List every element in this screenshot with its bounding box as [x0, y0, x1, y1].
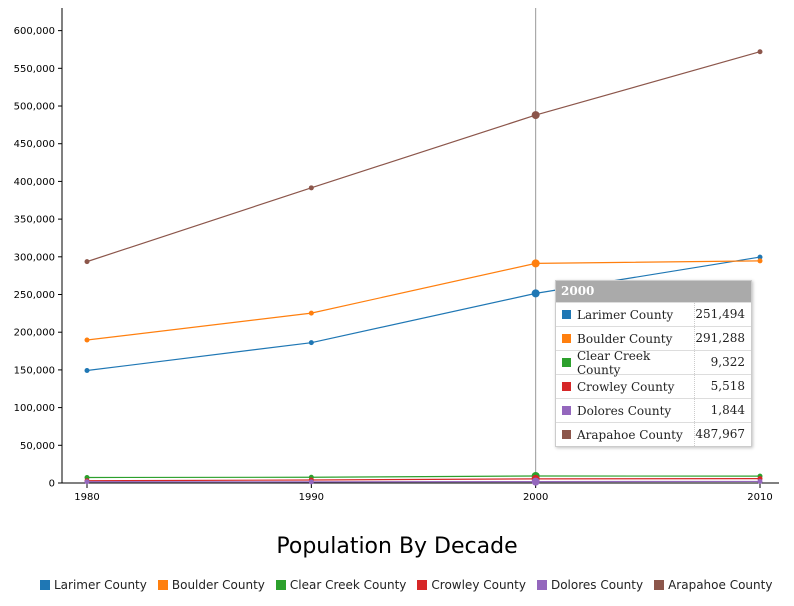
data-point [308, 310, 314, 316]
data-point [757, 254, 763, 260]
tooltip-swatch [562, 430, 571, 439]
tooltip-swatch [562, 406, 571, 415]
legend-item[interactable]: Clear Creek County [275, 578, 407, 592]
tooltip-series-name: Clear Creek County [577, 348, 651, 377]
legend-item[interactable]: Larimer County [40, 578, 147, 592]
legend-label: Dolores County [550, 578, 644, 592]
tooltip-row: Crowley County 5,518 [556, 374, 751, 398]
y-tick-label: 300,000 [14, 252, 55, 263]
legend: Larimer County Boulder County Clear Creek … [40, 578, 783, 592]
data-point [531, 111, 540, 120]
data-point [84, 259, 90, 265]
y-tick-label: 550,000 [14, 64, 55, 75]
tooltip: 2000 Larimer County 251,494 Boulder County… [555, 280, 752, 447]
legend-item[interactable]: Crowley County [417, 578, 526, 592]
series-line [86, 51, 761, 263]
y-tick-label: 200,000 [14, 328, 55, 339]
legend-label: Clear Creek County [289, 578, 407, 592]
tooltip-series-value: 251,494 [694, 303, 751, 326]
x-tick-label: 2000 [523, 492, 548, 503]
legend-item[interactable]: Arapahoe County [654, 578, 772, 592]
legend-swatch [654, 580, 665, 590]
y-tick-label: 500,000 [14, 102, 55, 113]
series-line [86, 256, 761, 372]
tooltip-series-name: Arapahoe County [577, 427, 683, 442]
tooltip-swatch [562, 334, 571, 343]
tooltip-row: Clear Creek County 9,322 [556, 348, 751, 377]
data-point [84, 337, 90, 343]
legend-label: Arapahoe County [668, 578, 773, 592]
y-tick-label: 400,000 [14, 177, 55, 188]
x-tick-label: 1980 [74, 492, 99, 503]
data-point [531, 259, 540, 268]
tooltip-series-value: 291,288 [694, 327, 751, 350]
legend-label: Larimer County [54, 578, 147, 592]
data-point [308, 479, 314, 485]
tooltip-title: 2000 [556, 281, 751, 302]
data-point [308, 340, 314, 346]
y-tick-label: 50,000 [20, 441, 55, 452]
tooltip-series-name: Larimer County [577, 307, 674, 322]
tooltip-row: Boulder County 291,288 [556, 326, 751, 350]
tooltip-series-value: 1,844 [694, 399, 751, 422]
tooltip-series-name: Boulder County [577, 331, 673, 346]
data-point [531, 477, 540, 486]
y-tick-label: 250,000 [14, 290, 55, 301]
data-point [757, 258, 763, 264]
tooltip-series-name: Crowley County [577, 379, 675, 394]
x-tick-label: 1990 [299, 492, 324, 503]
x-tick-label: 2010 [747, 492, 772, 503]
tooltip-series-name: Dolores County [577, 403, 672, 418]
legend-swatch [40, 580, 50, 590]
tooltip-swatch [562, 382, 571, 391]
legend-item[interactable]: Dolores County [536, 578, 644, 592]
tooltip-row: Arapahoe County 487,967 [556, 422, 751, 446]
data-point [84, 368, 90, 374]
legend-swatch [536, 580, 547, 590]
tooltip-series-value: 5,518 [694, 375, 751, 398]
tooltip-swatch [562, 310, 571, 319]
y-tick-label: 350,000 [14, 215, 55, 226]
series-line [86, 478, 761, 482]
data-point [308, 185, 314, 191]
legend-label: Crowley County [431, 578, 526, 592]
y-tick-label: 150,000 [14, 365, 55, 376]
y-tick-label: 0 [49, 479, 55, 490]
legend-swatch [157, 580, 168, 590]
legend-swatch [417, 580, 428, 590]
tooltip-row: Dolores County 1,844 [556, 398, 751, 422]
data-point [757, 49, 763, 55]
tooltip-series-value: 487,967 [694, 423, 751, 446]
y-tick-label: 100,000 [14, 403, 55, 414]
data-point [531, 289, 540, 298]
legend-item[interactable]: Boulder County [157, 578, 265, 592]
tooltip-swatch [562, 358, 571, 367]
chart-title: Population By Decade [276, 534, 518, 559]
y-tick-label: 450,000 [14, 139, 55, 150]
series-line [86, 260, 761, 341]
tooltip-row: Larimer County 251,494 [556, 302, 751, 326]
data-point [84, 479, 90, 485]
data-point [757, 478, 763, 484]
y-tick-label: 600,000 [14, 26, 55, 37]
legend-swatch [275, 580, 286, 590]
tooltip-rows: Larimer County 251,494 Boulder County 291,2… [556, 302, 751, 446]
series-line [86, 475, 761, 479]
tooltip-series-value: 9,322 [694, 351, 751, 374]
legend-label: Boulder County [171, 578, 265, 592]
